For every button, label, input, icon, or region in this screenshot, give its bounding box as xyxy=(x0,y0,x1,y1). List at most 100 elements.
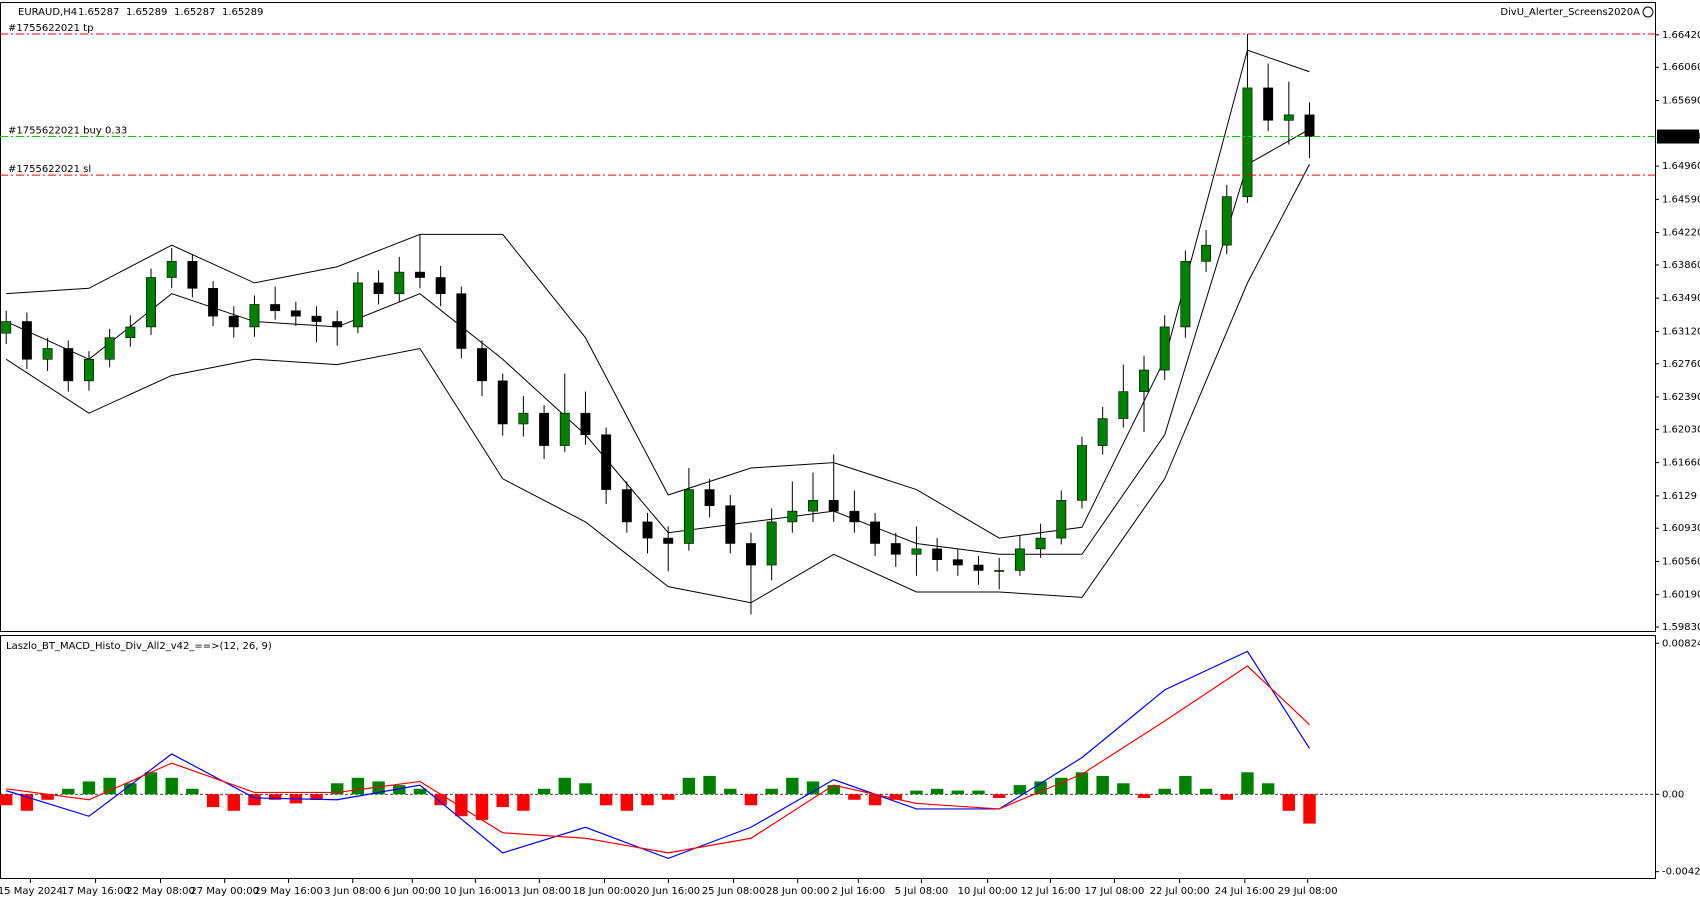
histogram-bar xyxy=(1137,794,1151,798)
y-tick-label: 1.64960 xyxy=(1662,161,1700,172)
bollinger-band xyxy=(6,49,1310,539)
candle-body xyxy=(787,510,798,523)
y-tick-label: -0.004224 xyxy=(1662,867,1700,878)
candle-body xyxy=(42,348,53,360)
candle-body xyxy=(621,489,632,523)
histogram-bar xyxy=(972,790,985,795)
candle-body xyxy=(1283,114,1294,121)
candle-body xyxy=(890,543,901,555)
x-tick-label: 10 Jul 00:00 xyxy=(958,886,1018,897)
indicator-pane-frame xyxy=(0,635,1656,879)
histogram-bar xyxy=(144,772,158,795)
histogram-bar xyxy=(1303,794,1316,824)
histogram-bar xyxy=(662,794,675,800)
x-tick-label: 12 Jul 16:00 xyxy=(1021,886,1081,897)
histogram-bar xyxy=(993,794,1006,798)
histogram-bar xyxy=(1282,794,1296,811)
candle-body xyxy=(435,277,446,294)
histogram-bar xyxy=(868,794,882,806)
candle-body xyxy=(766,521,777,566)
histogram-bar xyxy=(268,794,282,800)
histogram-bar xyxy=(372,781,385,795)
histogram-bar xyxy=(1261,783,1275,795)
candle-body xyxy=(1139,369,1149,392)
x-tick-label: 24 Jul 16:00 xyxy=(1215,886,1275,897)
bollinger-band xyxy=(5,128,1310,555)
histogram-bar xyxy=(537,788,551,795)
histogram-bar xyxy=(558,777,571,795)
y-tick-label: 1.62390 xyxy=(1662,392,1700,403)
histogram-bar xyxy=(1075,772,1089,795)
histogram-bar xyxy=(351,777,365,795)
candle-body xyxy=(973,564,984,571)
histogram-bar xyxy=(434,794,447,806)
header-price: 1.65287 xyxy=(174,7,215,18)
candle-body xyxy=(125,326,136,339)
candle-body xyxy=(415,271,425,278)
candle-body xyxy=(1035,537,1046,550)
candle-body xyxy=(373,282,384,294)
macd-line xyxy=(6,665,1310,854)
candle-body xyxy=(1118,391,1129,419)
histogram-bar xyxy=(248,794,261,806)
candle-body xyxy=(187,261,198,289)
x-tick-label: 25 Jun 08:00 xyxy=(702,886,766,897)
histogram-bar xyxy=(393,785,406,795)
price-box xyxy=(1657,129,1699,144)
candle-body xyxy=(394,271,405,294)
candle-body xyxy=(1,321,12,334)
histogram-bar xyxy=(206,794,220,808)
candle-body xyxy=(1077,445,1087,501)
indicator-label: DivU_Alerter_Screens2020A xyxy=(1500,7,1640,18)
candle-body xyxy=(352,282,363,328)
x-tick-label: 15 May 2024 xyxy=(0,886,63,897)
histogram-bar xyxy=(744,794,758,806)
y-tick-label: 1.60930 xyxy=(1662,523,1700,534)
smiley-icon xyxy=(1642,6,1654,18)
x-tick-label: 10 Jun 16:00 xyxy=(444,886,508,897)
header-price: 1.65289 xyxy=(126,7,167,18)
histogram-bar xyxy=(620,794,634,811)
order-level-label: #1755622021 sl xyxy=(8,164,91,175)
x-tick-label: 29 Jul 08:00 xyxy=(1278,886,1338,897)
x-tick-label: 5 Jul 08:00 xyxy=(895,886,949,897)
histogram-bar xyxy=(82,781,96,795)
histogram-bar xyxy=(806,781,820,795)
histogram-bar xyxy=(1220,794,1233,800)
histogram-bar xyxy=(165,777,178,795)
candle-body xyxy=(290,310,301,317)
histogram-bar xyxy=(765,788,778,795)
y-tick-label: 1.62030 xyxy=(1662,424,1700,435)
histogram-bar xyxy=(1096,775,1109,795)
x-tick-label: 22 Jul 00:00 xyxy=(1150,886,1210,897)
x-tick-label: 17 May 16:00 xyxy=(61,886,130,897)
candle-body xyxy=(1097,418,1108,446)
candle-body xyxy=(539,412,550,446)
candle-body xyxy=(559,412,570,446)
y-tick-label: 1.63860 xyxy=(1662,260,1700,271)
candle-body xyxy=(704,489,715,507)
histogram-bar xyxy=(889,794,902,800)
histogram-bar xyxy=(1055,777,1068,795)
histogram-bar xyxy=(1013,785,1027,795)
candle-body xyxy=(683,489,694,544)
x-tick-label: 13 Jun 08:00 xyxy=(508,886,572,897)
histogram-bar xyxy=(475,794,489,820)
header-price: 1.65287 xyxy=(78,7,119,18)
histogram-bar xyxy=(1158,788,1171,795)
order-level-label: #1755622021 buy 0.33 xyxy=(8,126,127,137)
candle-body xyxy=(166,261,177,278)
bollinger-band xyxy=(5,164,1310,604)
histogram-bar xyxy=(41,794,54,800)
candle-body xyxy=(104,337,115,360)
candle-body xyxy=(332,321,343,328)
indicator-title: Laszlo_BT_MACD_Histo_Div_All2_v42_==>(12… xyxy=(6,641,272,652)
price-box-label: 1.65289 xyxy=(1660,132,1700,143)
candle-body xyxy=(746,543,756,566)
histogram-bar xyxy=(641,794,654,806)
y-tick-label: 1.61660 xyxy=(1662,458,1700,469)
x-tick-label: 6 Jun 00:00 xyxy=(384,886,441,897)
histogram-bar xyxy=(682,777,696,795)
histogram-bar xyxy=(0,794,13,806)
candle-body xyxy=(870,521,881,544)
